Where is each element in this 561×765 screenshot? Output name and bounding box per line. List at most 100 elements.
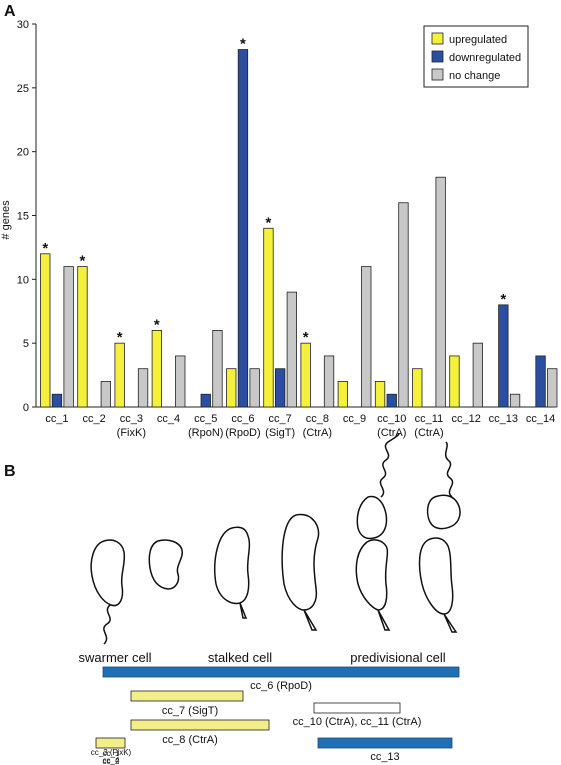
x-category-sublabel: (RpoN) xyxy=(188,427,223,439)
stage-label-stalked: stalked cell xyxy=(208,650,272,665)
dividing-swarmer-cell-drawing xyxy=(148,539,184,590)
significance-star: * xyxy=(303,329,309,346)
bar-cc-14-no-change xyxy=(547,368,558,408)
x-category-label: cc_3 xyxy=(120,413,143,425)
bar-cc-1-downregulated xyxy=(51,393,63,408)
y-tick-label: 5 xyxy=(23,338,29,350)
timeline-bar-cc-7 xyxy=(130,690,244,702)
legend: upregulated downregulated no change xyxy=(423,25,529,88)
bar-cc-3-no-change xyxy=(137,368,149,408)
x-category-sublabel: (SigT) xyxy=(265,427,295,439)
y-axis-label: # genes xyxy=(0,200,12,240)
x-category-label: cc_11 xyxy=(415,413,444,425)
bar-cc-8-upregulated xyxy=(300,342,311,408)
swarmer-cell-drawing xyxy=(90,539,126,607)
timeline-bar-cc-6 xyxy=(102,666,460,678)
panel-b-letter: B xyxy=(4,463,16,480)
bar-cc-14-downregulated xyxy=(535,355,546,408)
x-category-label: cc_10 xyxy=(377,413,406,425)
x-category-label: cc_4 xyxy=(157,413,180,425)
y-tick-label: 10 xyxy=(17,274,29,286)
y-tick-label: 15 xyxy=(17,211,29,223)
bar-cc-8-no-change xyxy=(323,355,335,408)
y-tick-label: 0 xyxy=(23,402,29,414)
stalk-4 xyxy=(443,613,458,633)
divided-cell-bottom-drawing xyxy=(418,537,454,615)
divided-flagellum xyxy=(444,441,454,498)
bar-cc-7-downregulated xyxy=(274,368,286,408)
significance-star: * xyxy=(154,316,160,333)
swarmer-flagellum xyxy=(103,604,111,645)
bar-cc-6-no-change xyxy=(249,368,260,408)
panel-a-letter: A xyxy=(4,3,16,20)
x-category-sublabel: (RpoD) xyxy=(225,427,260,439)
significance-star: * xyxy=(42,240,48,257)
legend-swatch xyxy=(431,50,444,63)
x-category-label: cc_6 xyxy=(231,413,254,425)
x-category-label: cc_5 xyxy=(194,413,217,425)
stalked-cell-1-drawing xyxy=(214,526,251,605)
x-category-label: cc_8 xyxy=(306,413,329,425)
bar-cc-5-downregulated xyxy=(200,393,211,408)
bar-cc-2-no-change xyxy=(100,381,111,408)
bar-cc-13-no-change xyxy=(509,393,521,408)
x-category-label: cc_9 xyxy=(343,413,366,425)
stalk-2 xyxy=(303,609,318,631)
bar-cc-12-no-change xyxy=(472,342,484,408)
legend-entry: downregulated xyxy=(449,52,521,64)
legend-swatch xyxy=(431,32,444,45)
legend-entry: no change xyxy=(449,70,500,82)
y-tick-label: 30 xyxy=(17,19,29,31)
legend-entry: upregulated xyxy=(449,34,507,46)
significance-star: * xyxy=(266,214,272,231)
stalk-3 xyxy=(377,609,391,631)
bar-cc-6-upregulated xyxy=(226,368,237,408)
significance-star: * xyxy=(500,291,506,308)
x-category-sublabel: (FixK) xyxy=(117,427,146,439)
predivisional-cell-top-drawing xyxy=(356,495,388,540)
bar-cc-7-no-change xyxy=(286,291,298,408)
bar-cc-13-downregulated xyxy=(498,304,509,408)
x-category-label: cc_12 xyxy=(451,413,480,425)
bar-cc-6-downregulated xyxy=(237,49,249,408)
x-category-sublabel: (CtrA) xyxy=(414,427,443,439)
bar-cc-9-upregulated xyxy=(337,381,349,408)
x-category-label: cc_14 xyxy=(526,413,555,425)
bars xyxy=(40,49,558,408)
divided-cell-top-drawing xyxy=(426,494,461,530)
timeline-label-cc-7: cc_7 (SigT) xyxy=(162,705,218,717)
bar-cc-1-no-change xyxy=(63,266,74,408)
bar-cc-5-no-change xyxy=(212,329,223,408)
significance-star: * xyxy=(117,329,123,346)
bar-cc-10-no-change xyxy=(398,202,409,408)
predivisional-cell-bottom-drawing xyxy=(355,539,389,611)
bar-cc-11-no-change xyxy=(435,176,446,408)
x-category-label: cc_1 xyxy=(45,413,68,425)
timeline-label-cc-8: cc_8 (CtrA) xyxy=(162,734,218,746)
x-category-sublabel: (CtrA) xyxy=(303,427,332,439)
timeline-label-line: cc_2 xyxy=(103,757,120,765)
predivisional-flagellum xyxy=(379,433,400,498)
cell-cycle-drawings xyxy=(90,433,461,645)
bar-cc-12-upregulated xyxy=(449,355,460,408)
bar-cc-7-upregulated xyxy=(263,227,274,408)
stage-label-predivisional: predivisional cell xyxy=(350,650,445,665)
x-category-label: cc_2 xyxy=(83,413,106,425)
bar-cc-9-no-change xyxy=(361,266,372,408)
x-category-label: cc_13 xyxy=(489,413,518,425)
significance-star: * xyxy=(240,36,246,53)
bar-cc-4-upregulated xyxy=(151,329,163,408)
timeline-label-cc-13: cc_13 xyxy=(370,751,399,763)
timeline-bar-cc-1-to-cc-4 xyxy=(95,737,126,749)
timeline-label-line: cc_4 xyxy=(103,756,120,765)
y-tick-label: 25 xyxy=(17,83,29,95)
timeline-label-cc-10-cc-11: cc_10 (CtrA), cc_11 (CtrA) xyxy=(293,716,422,728)
bar-cc-11-upregulated xyxy=(412,368,423,408)
stalked-cell-2-drawing xyxy=(281,513,320,611)
legend-swatch xyxy=(431,68,444,81)
bar-cc-4-no-change xyxy=(175,355,186,408)
expression-timeline: cc_6 (RpoD) cc_7 (SigT) cc_10 (CtrA), cc… xyxy=(91,666,460,765)
timeline-bar-cc-10-cc-11 xyxy=(313,702,401,714)
